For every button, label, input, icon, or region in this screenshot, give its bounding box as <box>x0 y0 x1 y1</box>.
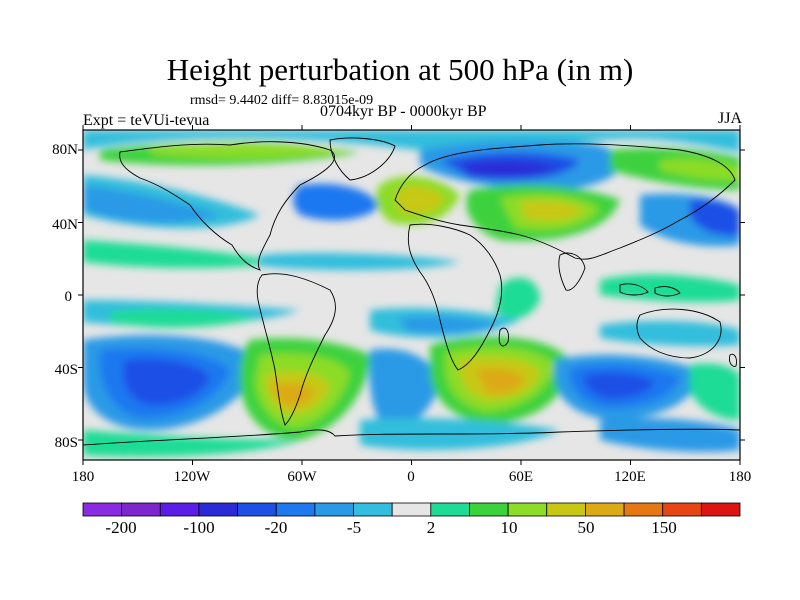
lon-label-120e: 120E <box>614 469 646 485</box>
lat-label-0: 0 <box>65 289 73 305</box>
colorbar-box <box>623 502 664 517</box>
colorbar-box <box>507 502 548 517</box>
map-field <box>83 130 740 460</box>
colorbar-label-8: 150 <box>651 518 677 537</box>
colorbar-label-4: -5 <box>347 518 361 537</box>
colorbar-box <box>159 502 200 517</box>
colorbar-label-1: -200 <box>105 518 136 537</box>
map-title: Height perturbation at 500 hPa (in m) <box>166 52 634 87</box>
lon-label-180e: 180 <box>729 469 752 485</box>
lat-label-40s: 40S <box>55 362 78 378</box>
colorbar-box <box>314 502 354 517</box>
colorbar-box <box>546 502 586 517</box>
lon-label-120w: 120W <box>174 469 212 485</box>
coastlines <box>83 137 740 446</box>
colorbar-label-7: 50 <box>578 518 595 537</box>
colorbar-label-3: -20 <box>265 518 288 537</box>
colorbar-box <box>275 502 316 517</box>
lat-label-80n: 80N <box>52 142 78 158</box>
colorbar-boxes <box>82 502 741 517</box>
lat-label-40n: 40N <box>52 217 78 233</box>
colorbar-box <box>82 502 123 517</box>
stats-text: rmsd= 9.4402 diff= 8.83015e-09 <box>190 93 374 108</box>
colorbar-label-2: -100 <box>183 518 214 537</box>
colorbar-label-5: 2 <box>427 518 436 537</box>
experiment-label: Expt = teVUi-tevua <box>83 112 210 129</box>
colorbar-box <box>353 502 393 517</box>
colorbar-box <box>430 502 470 517</box>
colorbar-box <box>469 502 509 517</box>
colorbar-label-6: 10 <box>501 518 518 537</box>
lon-label-60w: 60W <box>287 469 317 485</box>
colorbar-box <box>198 502 238 517</box>
period-label: 0704kyr BP - 0000kyr BP <box>320 103 487 120</box>
axis-ticks <box>78 125 745 465</box>
colorbar-box <box>237 502 277 517</box>
colorbar-box <box>700 502 741 517</box>
lon-label-0: 0 <box>407 469 415 485</box>
colorbar-box <box>121 502 161 517</box>
lat-label-80s: 80S <box>55 435 78 451</box>
colorbar-box <box>585 502 625 517</box>
lon-label-60e: 60E <box>509 469 533 485</box>
colorbar-box <box>391 502 432 517</box>
lon-label-180w: 180 <box>72 469 95 485</box>
colorbar-box <box>662 502 702 517</box>
season-label: JJA <box>717 110 742 127</box>
